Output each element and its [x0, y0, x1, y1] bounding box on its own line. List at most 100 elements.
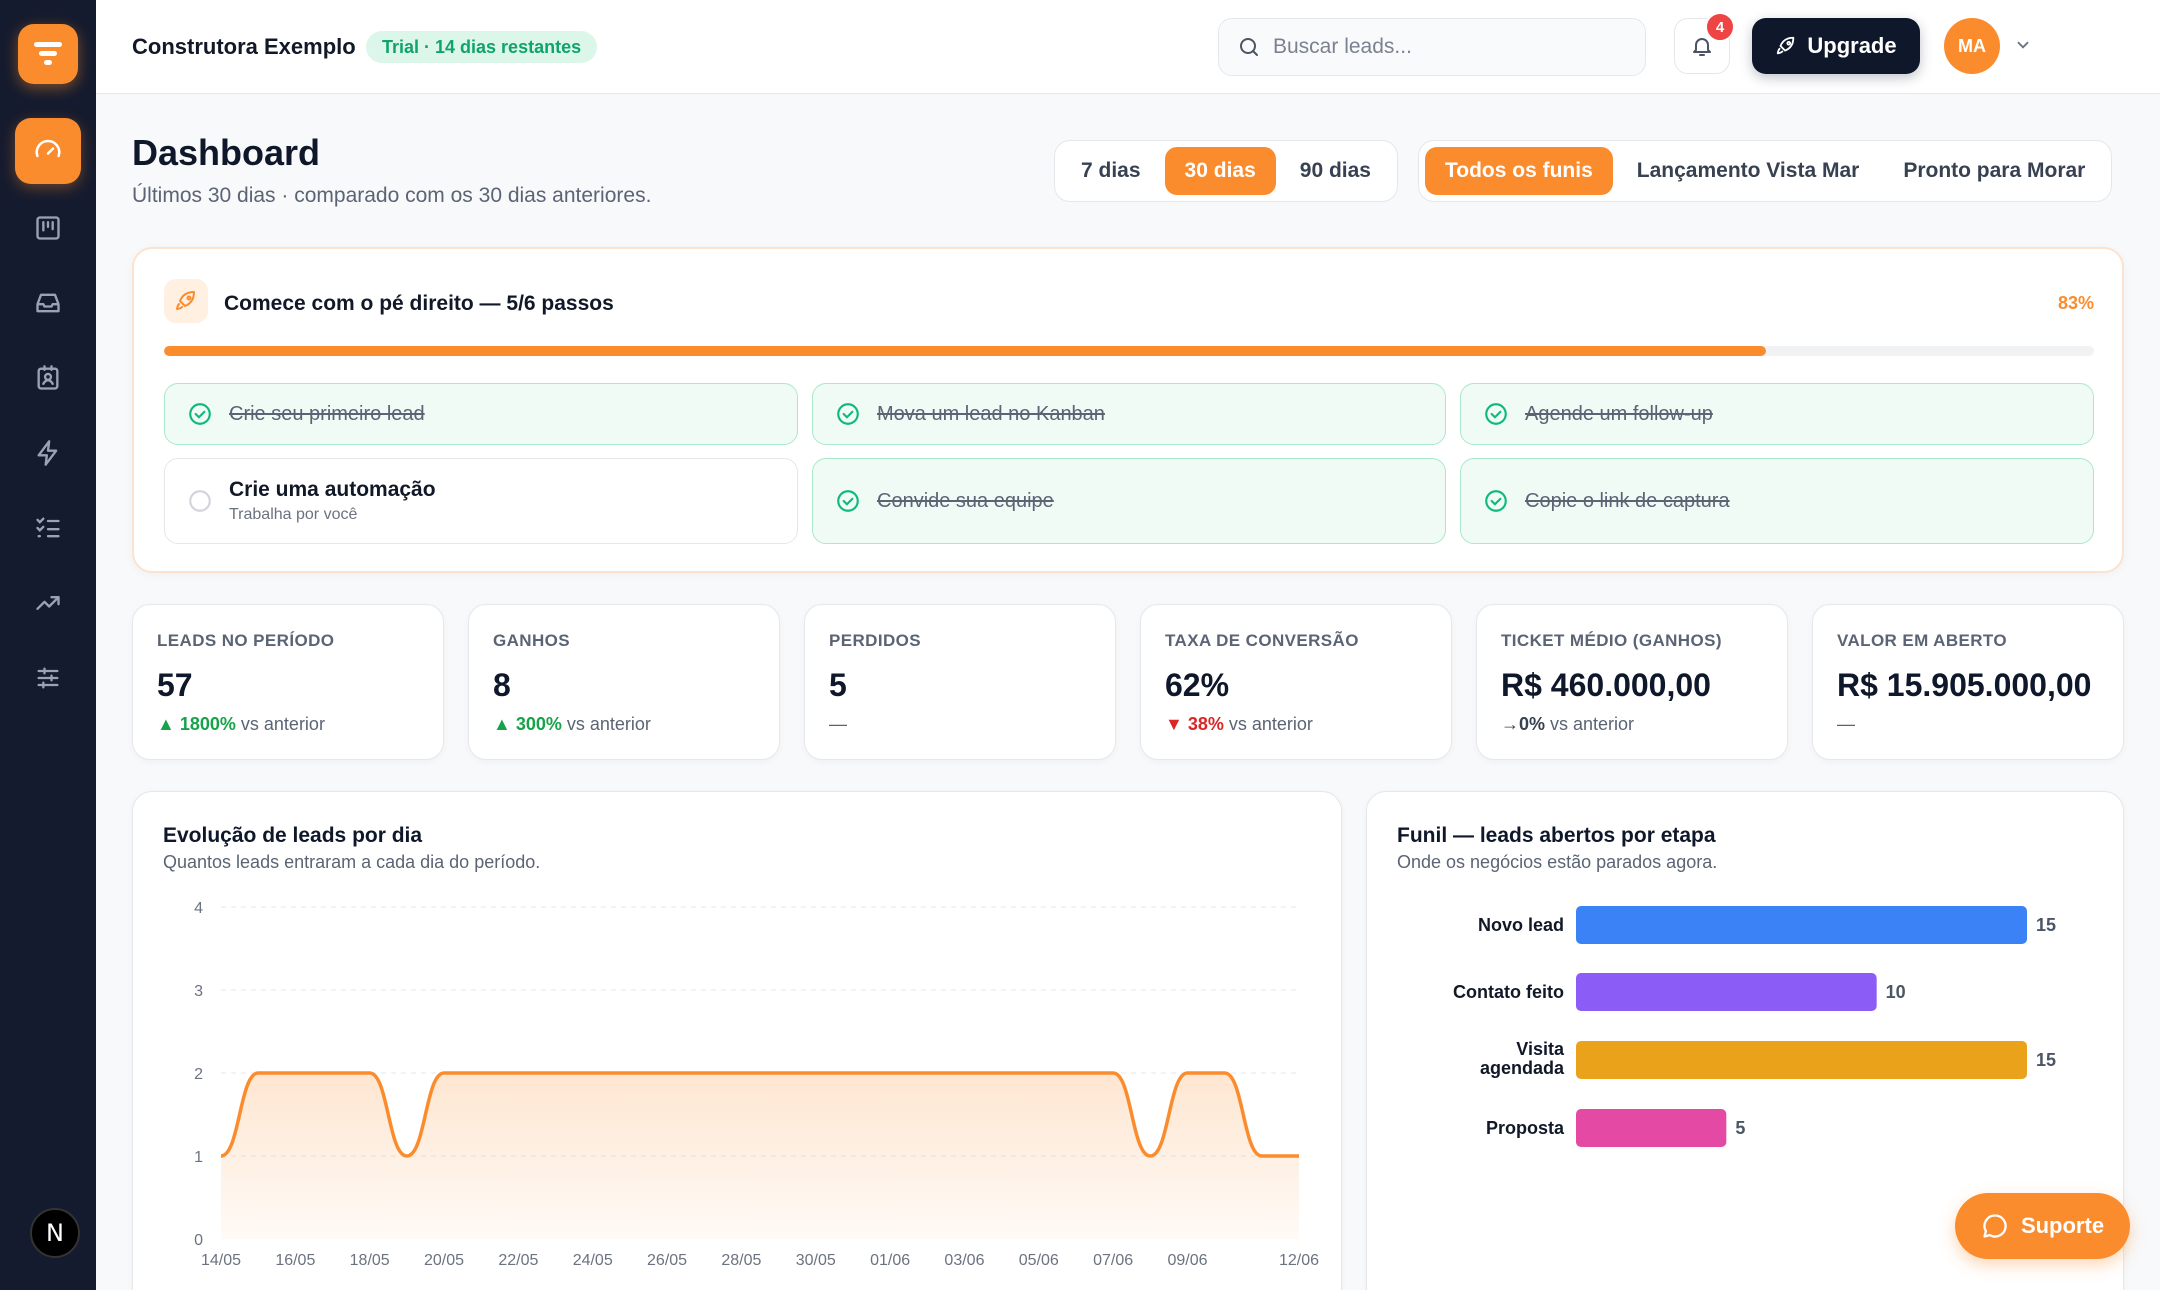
kpi-delta-value: 38% — [1187, 714, 1224, 734]
bar-value-label: 15 — [2036, 1050, 2056, 1070]
y-tick-label: 3 — [194, 983, 203, 1000]
kpi-delta: — — [1837, 714, 2123, 735]
sidebar-item-automations[interactable] — [15, 420, 81, 486]
check-circle-icon — [189, 403, 211, 425]
category-label: agendada — [1480, 1058, 1565, 1078]
category-label: Visita — [1516, 1039, 1565, 1059]
kpi-delta-suffix: vs anterior — [235, 714, 325, 734]
onboarding-step[interactable]: Copie o link de captura — [1460, 458, 2094, 544]
x-tick-label: 16/05 — [275, 1252, 315, 1269]
sidebar-item-settings[interactable] — [15, 645, 81, 711]
kpi-value: 8 — [493, 667, 511, 703]
page-subtitle: Últimos 30 dias · comparado com os 30 di… — [132, 184, 652, 207]
sidebar: N — [0, 0, 96, 1290]
onboarding-step[interactable]: Mova um lead no Kanban — [812, 383, 1446, 445]
arrow-right-icon: → — [1501, 714, 1519, 734]
support-label: Suporte — [2020, 1213, 2105, 1238]
x-tick-label: 22/05 — [498, 1252, 538, 1269]
sidebar-item-kanban[interactable] — [15, 195, 81, 261]
rocket-icon — [1777, 36, 1795, 55]
kpi-value: 5 — [829, 667, 847, 703]
chevron-down-icon[interactable] — [2014, 36, 2032, 54]
gauge-icon — [35, 139, 61, 158]
kpi-value: R$ 15.905.000,00 — [1837, 667, 2092, 703]
onboarding-progress-fill — [164, 346, 1766, 356]
user-avatar[interactable]: MA — [1944, 18, 2000, 74]
funnel-vista-mar[interactable]: Lançamento Vista Mar — [1636, 159, 1860, 182]
sidebar-item-tasks[interactable] — [15, 495, 81, 561]
x-tick-label: 05/06 — [1019, 1252, 1059, 1269]
period-90-days[interactable]: 90 dias — [1299, 159, 1371, 182]
sidebar-item-reports[interactable] — [15, 570, 81, 636]
upgrade-label: Upgrade — [1807, 33, 1897, 58]
arrow-up-icon: ▲ — [493, 714, 511, 734]
chart-title: Evolução de leads por dia — [163, 824, 423, 847]
kpi-label: LEADS NO PERÍODO — [157, 631, 335, 650]
leads-line-chart: 0 1 2 3 4 14/05 16/05 18/05 20/05 22/05 24/05 26/05… — [194, 900, 1319, 1269]
onboarding-step-label: Convide sua equipe — [877, 489, 1054, 512]
support-button[interactable]: Suporte — [1955, 1193, 2130, 1259]
checklist-icon — [36, 517, 60, 538]
trial-badge: Trial · 14 dias restantes — [366, 31, 598, 63]
period-7-days[interactable]: 7 dias — [1081, 159, 1141, 182]
onboarding-step[interactable]: Agende um follow-up — [1460, 383, 2094, 445]
check-circle-icon — [1485, 403, 1507, 425]
onboarding-step-label: Mova um lead no Kanban — [877, 402, 1105, 425]
onboarding-card: Comece com o pé direito — 5/6 passos 83%… — [132, 247, 2124, 573]
kpi-card-open-value: VALOR EM ABERTO R$ 15.905.000,00 — — [1812, 604, 2124, 760]
kpi-label: PERDIDOS — [829, 631, 921, 650]
kpi-label: VALOR EM ABERTO — [1837, 631, 2008, 650]
kpi-card-ticket: TICKET MÉDIO (GANHOS) R$ 460.000,00 →0% … — [1476, 604, 1788, 760]
funnel-logo-icon[interactable] — [18, 24, 78, 84]
arrow-up-icon: ▲ — [157, 714, 175, 734]
bar-value-label: 15 — [2036, 915, 2056, 935]
notifications-badge: 4 — [1705, 12, 1735, 42]
onboarding-step[interactable]: Convide sua equipe — [812, 458, 1446, 544]
funnel-selector: Todos os funis Lançamento Vista Mar Pron… — [1418, 140, 2113, 202]
funnel-all[interactable]: Todos os funis — [1425, 147, 1613, 195]
kpi-delta: ▲ 1800% vs anterior — [157, 714, 443, 735]
bar-value-label: 10 — [1886, 982, 1906, 1002]
bar-value-label: 5 — [1735, 1118, 1745, 1138]
search-input[interactable] — [1273, 35, 1613, 59]
x-tick-label: 18/05 — [350, 1252, 390, 1269]
sidebar-item-contacts[interactable] — [15, 345, 81, 411]
period-30-days[interactable]: 30 dias — [1164, 147, 1276, 195]
onboarding-step[interactable]: Crie uma automação Trabalha por você — [164, 458, 798, 544]
onboarding-step-sublabel: Trabalha por você — [229, 506, 358, 523]
trending-icon — [36, 596, 60, 610]
lightning-icon — [37, 440, 58, 466]
check-circle-icon — [837, 490, 859, 512]
x-tick-label: 28/05 — [721, 1252, 761, 1269]
sidebar-item-inbox[interactable] — [15, 270, 81, 336]
kpi-label: TAXA DE CONVERSÃO — [1165, 631, 1359, 650]
check-circle-icon — [837, 403, 859, 425]
bar — [1576, 1109, 1727, 1147]
sidebar-item-dashboard[interactable] — [15, 118, 81, 184]
leads-evolution-card: Evolução de leads por dia Quantos leads … — [132, 791, 1342, 1290]
rocket-icon — [164, 279, 208, 323]
funnel-pronto-para-morar[interactable]: Pronto para Morar — [1903, 159, 2086, 182]
chat-bubble-icon — [1983, 1214, 2007, 1238]
upgrade-button[interactable]: Upgrade — [1752, 18, 1920, 74]
search-box[interactable] — [1218, 18, 1646, 76]
kpi-delta-value: 1800% — [179, 714, 236, 734]
onboarding-title: Comece com o pé direito — 5/6 passos — [224, 292, 614, 315]
bell-icon — [1693, 38, 1711, 56]
chart-subtitle: Onde os negócios estão parados agora. — [1397, 852, 1718, 872]
empty-circle-icon — [189, 490, 211, 512]
kpi-label: TICKET MÉDIO (GANHOS) — [1501, 631, 1722, 650]
bar — [1576, 973, 1877, 1011]
kanban-icon — [36, 216, 60, 240]
y-tick-label: 1 — [194, 1149, 203, 1166]
onboarding-step[interactable]: Crie seu primeiro lead — [164, 383, 798, 445]
check-circle-icon — [1485, 490, 1507, 512]
kpi-value: 57 — [157, 667, 193, 703]
category-label: Proposta — [1486, 1118, 1565, 1138]
x-tick-label: 07/06 — [1093, 1252, 1133, 1269]
chart-subtitle: Quantos leads entraram a cada dia do per… — [163, 852, 541, 872]
sliders-icon — [37, 667, 59, 689]
framework-avatar[interactable]: N — [30, 1208, 80, 1258]
kpi-label: GANHOS — [493, 631, 571, 650]
kpi-delta-suffix: vs anterior — [1545, 714, 1635, 734]
